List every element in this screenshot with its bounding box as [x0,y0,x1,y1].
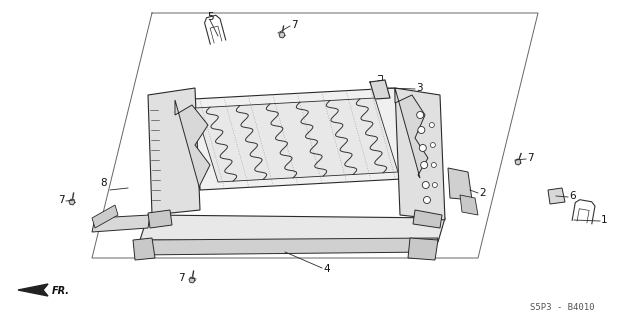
Polygon shape [195,98,398,182]
Polygon shape [395,88,445,220]
Text: FR.: FR. [52,286,70,296]
Circle shape [420,161,428,168]
Text: 7: 7 [58,195,65,205]
Text: 1: 1 [601,215,607,225]
Circle shape [419,145,426,152]
Polygon shape [515,159,521,165]
Polygon shape [135,238,438,255]
Text: 5: 5 [207,12,214,22]
Polygon shape [448,168,472,200]
Circle shape [417,112,424,118]
Circle shape [422,182,429,189]
Text: 8: 8 [100,178,108,188]
Polygon shape [92,205,118,228]
Polygon shape [148,210,172,228]
Text: 2: 2 [479,188,486,198]
Circle shape [424,197,431,204]
Text: 7: 7 [291,20,298,30]
Polygon shape [548,188,565,204]
Text: 3: 3 [416,83,422,93]
Circle shape [431,162,436,167]
Polygon shape [413,210,442,228]
Circle shape [433,182,437,188]
Polygon shape [395,88,428,178]
Polygon shape [370,80,390,99]
Polygon shape [460,195,478,215]
Polygon shape [279,32,285,38]
Circle shape [430,143,435,147]
Text: 6: 6 [569,191,575,201]
Circle shape [429,122,435,128]
Polygon shape [175,88,420,190]
Polygon shape [69,199,75,205]
Polygon shape [133,238,155,260]
Text: 7: 7 [527,153,534,163]
Polygon shape [189,277,195,283]
Polygon shape [140,215,445,242]
Text: 7: 7 [179,273,185,283]
Text: 4: 4 [323,264,330,274]
Text: S5P3 - B4010: S5P3 - B4010 [530,303,595,312]
Polygon shape [18,284,48,296]
Polygon shape [148,88,200,215]
Polygon shape [92,215,150,232]
Circle shape [418,127,425,133]
Polygon shape [408,238,438,260]
Polygon shape [175,100,210,190]
